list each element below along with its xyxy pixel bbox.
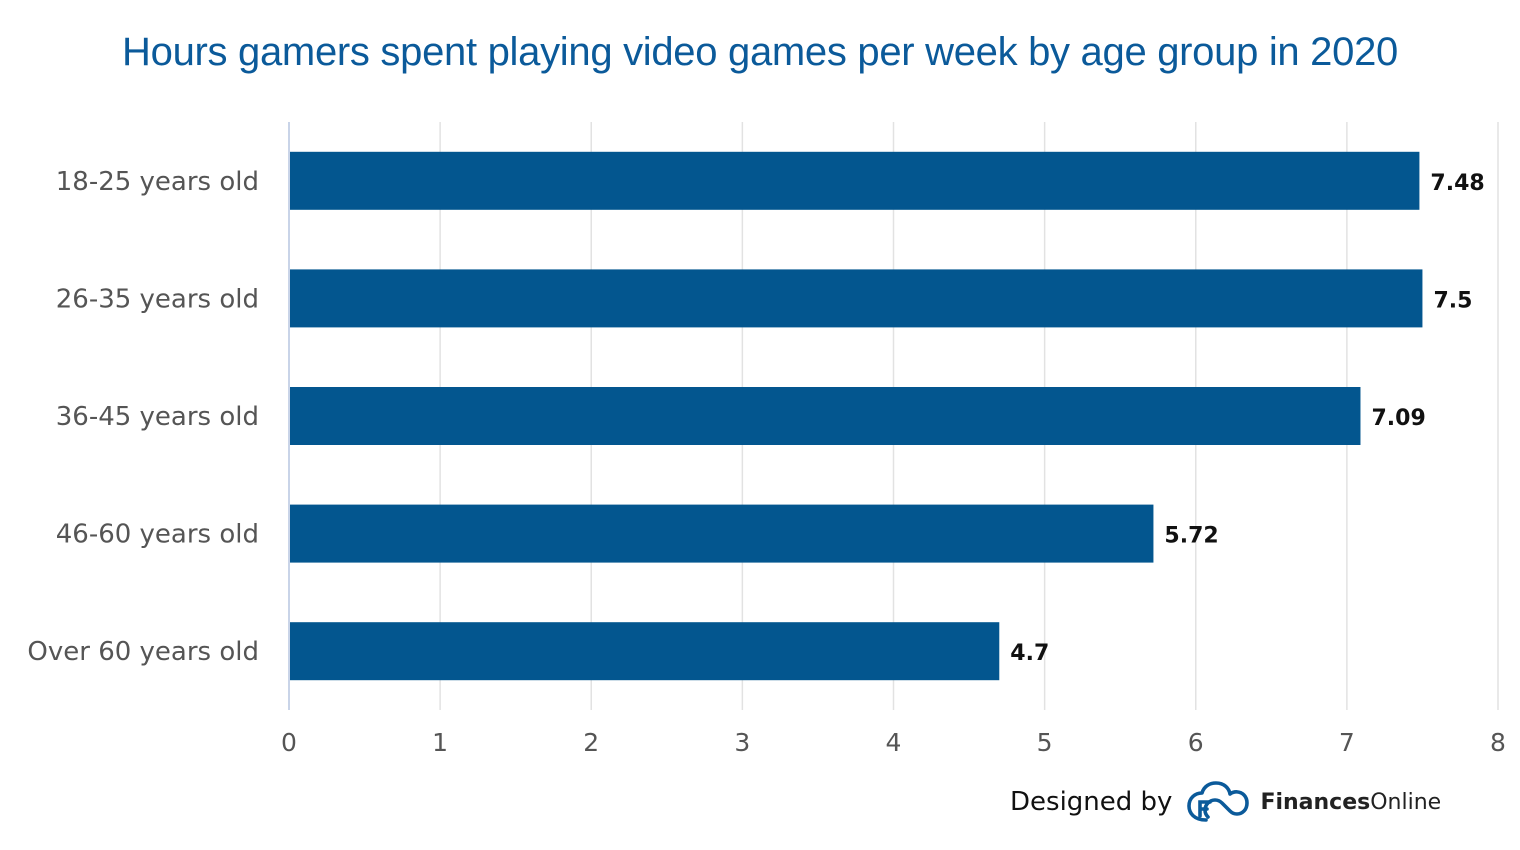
data-label: 7.48 <box>1430 171 1484 196</box>
chart-title: Hours gamers spent playing video games p… <box>122 30 1398 74</box>
x-tick-label: 1 <box>432 728 448 757</box>
category-label: Over 60 years old <box>27 637 259 667</box>
x-tick-label: 8 <box>1490 728 1506 757</box>
category-label: 26-35 years old <box>56 284 259 314</box>
brand-name-finances: Finances <box>1260 789 1371 815</box>
bar <box>290 622 1000 681</box>
bar <box>290 504 1154 563</box>
bar <box>290 269 1423 328</box>
x-tick-labels: 0 1 2 3 4 5 6 7 8 <box>281 728 1506 757</box>
x-tick-label: 0 <box>281 728 297 757</box>
category-label: 18-25 years old <box>56 167 259 197</box>
designed-by-text: Designed by <box>1010 787 1173 817</box>
x-tick-label: 5 <box>1037 728 1053 757</box>
bar <box>290 387 1361 445</box>
data-label: 7.5 <box>1433 288 1472 313</box>
bar-chart: 18-25 years old 26-35 years old 36-45 year… <box>27 122 1506 757</box>
data-labels: 7.48 7.5 7.09 5.72 4.7 <box>1010 171 1484 666</box>
brand-name-online: Online <box>1370 789 1442 815</box>
data-label: 4.7 <box>1010 641 1049 666</box>
x-tick-label: 3 <box>734 728 750 757</box>
financesonline-cloud-icon <box>1187 781 1250 822</box>
x-tick-label: 4 <box>886 728 902 757</box>
data-label: 7.09 <box>1371 406 1425 431</box>
bar <box>290 151 1420 210</box>
data-label: 5.72 <box>1164 524 1218 549</box>
footer-credit: Designed by Finances Online <box>1010 772 1441 832</box>
x-tick-label: 6 <box>1188 728 1204 757</box>
bars <box>290 151 1423 681</box>
category-label: 46-60 years old <box>56 520 259 550</box>
category-labels: 18-25 years old 26-35 years old 36-45 year… <box>27 167 259 667</box>
category-label: 36-45 years old <box>56 402 259 432</box>
x-tick-label: 2 <box>583 728 599 757</box>
x-tick-label: 7 <box>1339 728 1355 757</box>
